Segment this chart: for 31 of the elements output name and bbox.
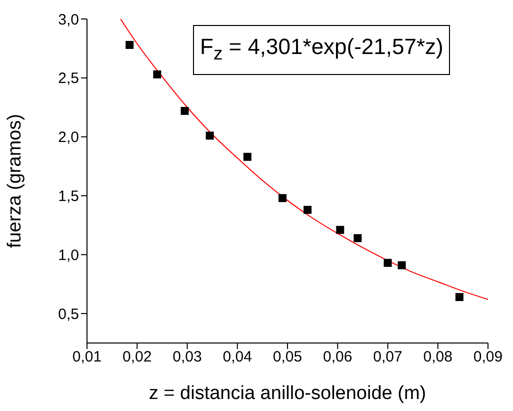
x-tick-label: 0,02 (122, 348, 152, 366)
x-tick-label: 0,03 (172, 348, 202, 366)
x-axis-title: z = distancia anillo-solenoide (m) (148, 383, 426, 404)
x-tick-label: 0,07 (373, 348, 402, 366)
y-tick-label: 3,0 (58, 11, 79, 28)
point (180, 106, 189, 115)
y-tick-label: 2,0 (58, 129, 79, 146)
annotation: F$_{z}$ = 4,301*exp(-21,57*z) (193, 25, 450, 76)
point (398, 261, 406, 270)
y-tick-label: 0,5 (58, 306, 79, 323)
y-tick-label: 1,0 (58, 246, 79, 264)
point (455, 293, 464, 302)
line-series (120, 19, 488, 300)
point (336, 226, 344, 234)
x-tick-label: 0,04 (222, 348, 252, 366)
point (126, 40, 134, 49)
point (354, 234, 362, 242)
x-tick-label: 0,08 (423, 348, 452, 366)
x-tick-label: 0,05 (272, 348, 302, 366)
point (278, 194, 286, 202)
point (243, 152, 252, 161)
point (304, 206, 312, 214)
x-tick-label: 0,06 (323, 348, 352, 366)
point (153, 70, 162, 78)
x-tick-label: 0,01 (72, 348, 102, 366)
y-tick-label: 1,5 (58, 188, 79, 206)
y-axis-title: fuerza (gramos) (4, 114, 26, 248)
point (206, 132, 214, 140)
point (384, 258, 392, 267)
x-tick-label: 0,09 (473, 348, 503, 366)
y-tick-label: 2,5 (58, 70, 79, 88)
